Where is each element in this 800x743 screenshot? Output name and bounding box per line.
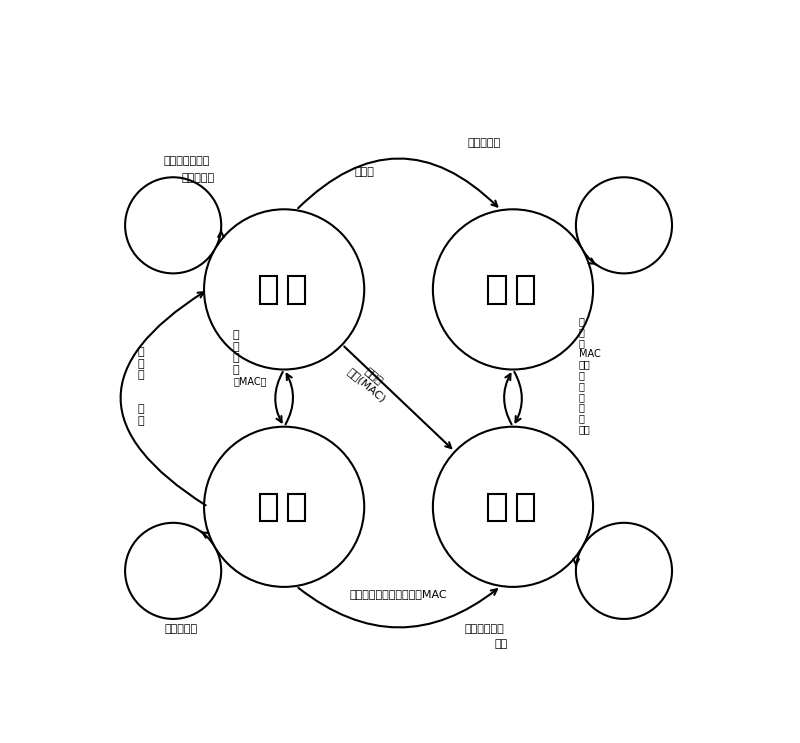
- Bar: [288, 276, 306, 304]
- Bar: [488, 276, 506, 304]
- Text: 从
小
区
MAC
切换
（
小
区
到
小
区）: 从 小 区 MAC 切换 （ 小 区 到 小 区）: [578, 317, 601, 434]
- Bar: [259, 276, 277, 304]
- Bar: [517, 493, 534, 521]
- Circle shape: [433, 426, 593, 587]
- Text: 从小区（小区网络）切换MAC: 从小区（小区网络）切换MAC: [350, 588, 447, 599]
- Text: 从切换
小区(MAC): 从切换 小区(MAC): [345, 357, 395, 404]
- Circle shape: [204, 210, 364, 369]
- Text: 从小区到小区: 从小区到小区: [465, 623, 504, 634]
- Bar: [488, 493, 506, 521]
- Circle shape: [433, 210, 593, 369]
- Text: 从（小区网络切: 从（小区网络切: [164, 156, 210, 166]
- Text: 从小区到小: 从小区到小: [467, 138, 500, 149]
- Text: 换）到小区: 换）到小区: [181, 173, 214, 183]
- Circle shape: [204, 426, 364, 587]
- Text: 从
小
区: 从 小 区: [138, 347, 145, 380]
- Bar: [517, 276, 534, 304]
- Text: 小区: 小区: [495, 639, 508, 649]
- Bar: [288, 493, 306, 521]
- Bar: [259, 493, 277, 521]
- Text: 从
小
区
到: 从 小 区 到: [232, 330, 239, 374]
- Text: 从
小: 从 小: [138, 404, 145, 426]
- Text: 从小区到小: 从小区到小: [165, 623, 198, 634]
- Text: 从切换: 从切换: [354, 167, 374, 177]
- Text: （MAC）: （MAC）: [233, 376, 266, 386]
